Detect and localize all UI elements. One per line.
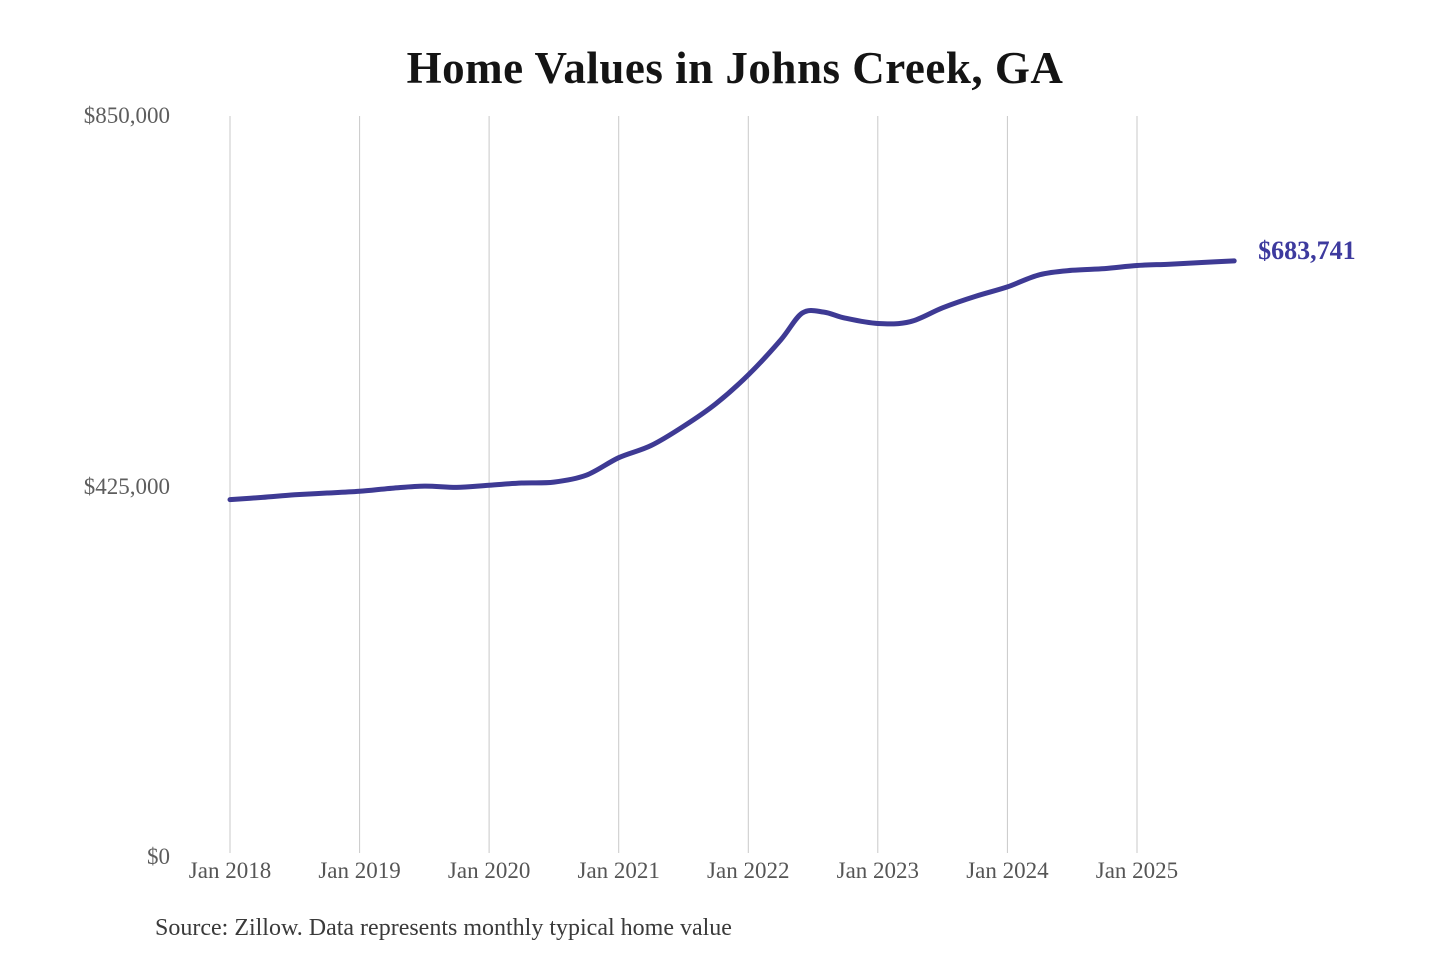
x-axis-tick-label: Jan 2020 — [447, 858, 531, 883]
x-axis-tick-label: Jan 2024 — [966, 858, 1049, 883]
chart-title: Home Values in Johns Creek, GA — [406, 43, 1064, 93]
x-axis-tick-label: Jan 2023 — [836, 858, 920, 883]
x-axis-tick-label: Jan 2025 — [1095, 858, 1179, 883]
y-axis-tick-label: $0 — [147, 844, 170, 869]
x-axis-tick-label: Jan 2022 — [707, 858, 790, 883]
x-axis-tick-label: Jan 2021 — [577, 858, 660, 883]
y-axis-tick-label: $850,000 — [83, 103, 170, 128]
latest-value-label: $683,741 — [1258, 235, 1356, 265]
source-note: Source: Zillow. Data represents monthly … — [155, 915, 732, 941]
x-axis-tick-label: Jan 2018 — [188, 858, 272, 883]
x-axis-tick-label: Jan 2019 — [318, 858, 401, 883]
y-axis-tick-label: $425,000 — [83, 473, 170, 499]
